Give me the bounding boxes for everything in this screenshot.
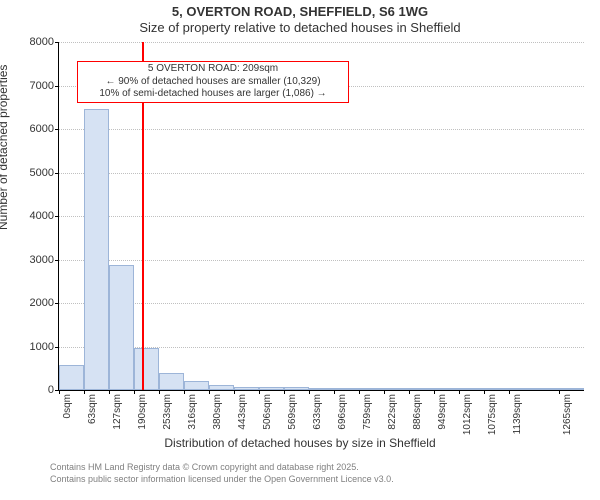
xtick-mark <box>184 390 185 394</box>
xtick-mark <box>234 390 235 394</box>
xtick-label: 380sqm <box>212 394 223 430</box>
xtick-label: 886sqm <box>412 394 423 430</box>
ytick-mark <box>55 42 59 43</box>
ytick-label: 1000 <box>14 341 54 353</box>
histogram-bar <box>384 388 409 390</box>
histogram-bar <box>309 388 334 390</box>
xtick-label: 63sqm <box>87 394 98 424</box>
xtick-label: 506sqm <box>262 394 273 430</box>
xtick-mark <box>459 390 460 394</box>
ytick-label: 8000 <box>14 36 54 48</box>
xtick-mark <box>334 390 335 394</box>
histogram-bar <box>134 348 159 390</box>
histogram-bar <box>259 387 284 390</box>
ytick-mark <box>55 129 59 130</box>
histogram-bar <box>484 388 509 390</box>
xtick-mark <box>209 390 210 394</box>
xtick-label: 949sqm <box>437 394 448 430</box>
xtick-mark <box>284 390 285 394</box>
xtick-mark <box>84 390 85 394</box>
ytick-label: 4000 <box>14 210 54 222</box>
ytick-label: 6000 <box>14 123 54 135</box>
xtick-mark <box>259 390 260 394</box>
xtick-mark <box>359 390 360 394</box>
xtick-mark <box>59 390 60 394</box>
xtick-label: 633sqm <box>312 394 323 430</box>
histogram-bar <box>334 388 359 390</box>
callout-box: 5 OVERTON ROAD: 209sqm← 90% of detached … <box>77 61 349 103</box>
callout-line: ← 90% of detached houses are smaller (10… <box>81 76 345 89</box>
gridline <box>59 129 584 130</box>
footer-line1: Contains HM Land Registry data © Crown c… <box>50 462 359 472</box>
xtick-label: 316sqm <box>187 394 198 430</box>
xtick-label: 253sqm <box>162 394 173 430</box>
ytick-mark <box>55 347 59 348</box>
gridline <box>59 173 584 174</box>
histogram-bar <box>59 365 84 390</box>
xtick-mark <box>134 390 135 394</box>
plot-area: 0100020003000400050006000700080000sqm63s… <box>58 42 584 391</box>
histogram-bar <box>459 388 484 390</box>
histogram-bar <box>359 388 384 390</box>
ytick-mark <box>55 303 59 304</box>
xtick-label: 569sqm <box>287 394 298 430</box>
gridline <box>59 260 584 261</box>
ytick-mark <box>55 173 59 174</box>
xtick-label: 1075sqm <box>487 394 498 435</box>
ytick-label: 3000 <box>14 254 54 266</box>
xtick-mark <box>309 390 310 394</box>
xtick-label: 190sqm <box>137 394 148 430</box>
callout-line: 5 OVERTON ROAD: 209sqm <box>81 63 345 76</box>
footer-line2: Contains public sector information licen… <box>50 474 394 484</box>
histogram-bar <box>559 388 584 390</box>
ytick-label: 0 <box>14 384 54 396</box>
xtick-mark <box>159 390 160 394</box>
xtick-label: 696sqm <box>337 394 348 430</box>
xtick-label: 759sqm <box>362 394 373 430</box>
gridline <box>59 303 584 304</box>
xtick-mark <box>409 390 410 394</box>
histogram-bar <box>209 385 234 390</box>
xtick-label: 1265sqm <box>562 394 573 435</box>
y-axis-label: Number of detached properties <box>0 65 10 230</box>
histogram-bar <box>109 265 134 390</box>
ytick-mark <box>55 86 59 87</box>
xtick-label: 822sqm <box>387 394 398 430</box>
xtick-mark <box>434 390 435 394</box>
callout-line: 10% of semi-detached houses are larger (… <box>81 88 345 101</box>
xtick-label: 1139sqm <box>512 394 523 434</box>
histogram-bar <box>284 387 309 390</box>
ytick-mark <box>55 260 59 261</box>
ytick-label: 5000 <box>14 167 54 179</box>
xtick-mark <box>509 390 510 394</box>
histogram-bar <box>409 388 434 390</box>
gridline <box>59 216 584 217</box>
histogram-bar <box>159 373 184 390</box>
xtick-mark <box>109 390 110 394</box>
histogram-bar <box>434 388 459 390</box>
ytick-label: 7000 <box>14 80 54 92</box>
gridline <box>59 42 584 43</box>
histogram-figure: 5, OVERTON ROAD, SHEFFIELD, S6 1WG Size … <box>0 0 600 500</box>
xtick-mark <box>384 390 385 394</box>
histogram-bar <box>534 388 559 390</box>
x-axis-label: Distribution of detached houses by size … <box>0 436 600 450</box>
xtick-label: 0sqm <box>62 394 73 418</box>
histogram-bar <box>84 109 109 390</box>
title-line2: Size of property relative to detached ho… <box>0 20 600 35</box>
ytick-mark <box>55 216 59 217</box>
xtick-label: 127sqm <box>112 394 123 430</box>
xtick-label: 1012sqm <box>462 394 473 435</box>
histogram-bar <box>234 387 259 390</box>
title-line1: 5, OVERTON ROAD, SHEFFIELD, S6 1WG <box>0 4 600 19</box>
ytick-label: 2000 <box>14 297 54 309</box>
xtick-label: 443sqm <box>237 394 248 430</box>
histogram-bar <box>184 381 209 390</box>
histogram-bar <box>509 388 534 390</box>
xtick-mark <box>559 390 560 394</box>
xtick-mark <box>484 390 485 394</box>
